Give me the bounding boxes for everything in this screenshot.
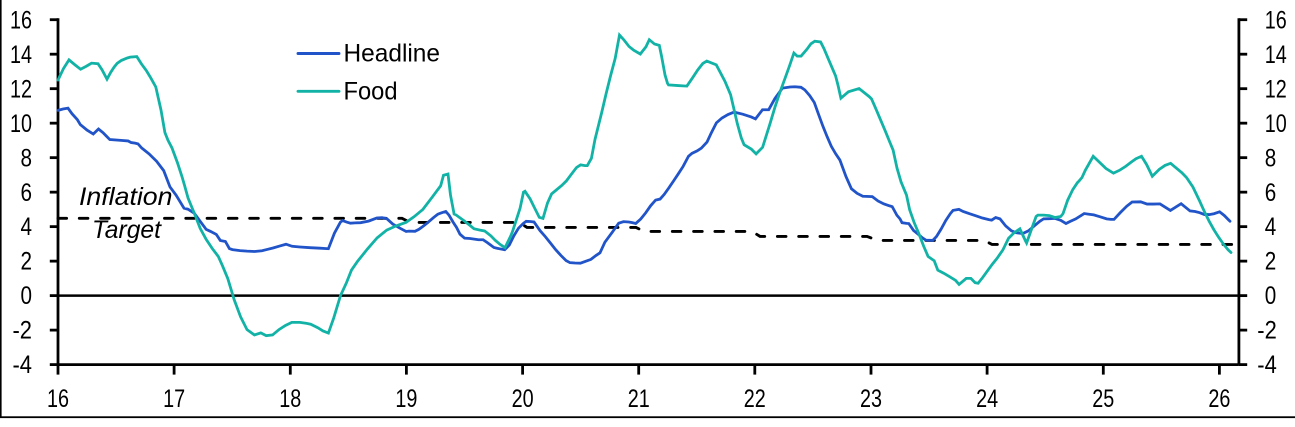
svg-text:10: 10 — [1265, 111, 1287, 138]
svg-text:6: 6 — [1265, 180, 1277, 207]
svg-text:8: 8 — [1265, 145, 1277, 172]
svg-text:4: 4 — [1265, 214, 1277, 241]
svg-text:Inflation: Inflation — [79, 184, 173, 211]
svg-text:20: 20 — [512, 386, 534, 413]
svg-text:4: 4 — [21, 214, 33, 241]
svg-text:8: 8 — [21, 145, 33, 172]
svg-text:0: 0 — [21, 283, 33, 310]
svg-text:-2: -2 — [1257, 318, 1277, 345]
svg-text:12: 12 — [1265, 76, 1287, 103]
svg-text:10: 10 — [10, 111, 32, 138]
svg-text:16: 16 — [1265, 7, 1287, 34]
svg-text:25: 25 — [1092, 386, 1114, 413]
svg-text:2: 2 — [21, 249, 33, 276]
svg-text:14: 14 — [10, 42, 32, 69]
svg-text:0: 0 — [1265, 283, 1277, 310]
svg-text:12: 12 — [10, 76, 32, 103]
svg-text:21: 21 — [628, 386, 650, 413]
svg-text:Food: Food — [344, 78, 398, 105]
svg-text:-2: -2 — [13, 318, 33, 345]
svg-text:-4: -4 — [1257, 352, 1277, 379]
svg-text:Headline: Headline — [344, 41, 441, 68]
svg-text:19: 19 — [395, 386, 417, 413]
svg-text:16: 16 — [47, 386, 69, 413]
svg-text:2: 2 — [1265, 249, 1277, 276]
svg-text:6: 6 — [21, 180, 33, 207]
svg-text:17: 17 — [163, 386, 185, 413]
svg-text:26: 26 — [1208, 386, 1230, 413]
svg-text:18: 18 — [279, 386, 301, 413]
svg-text:Target: Target — [92, 217, 162, 244]
svg-text:23: 23 — [860, 386, 882, 413]
svg-text:16: 16 — [10, 7, 32, 34]
svg-text:14: 14 — [1265, 42, 1287, 69]
svg-text:22: 22 — [744, 386, 766, 413]
svg-text:-4: -4 — [13, 352, 33, 379]
svg-text:24: 24 — [976, 386, 998, 413]
